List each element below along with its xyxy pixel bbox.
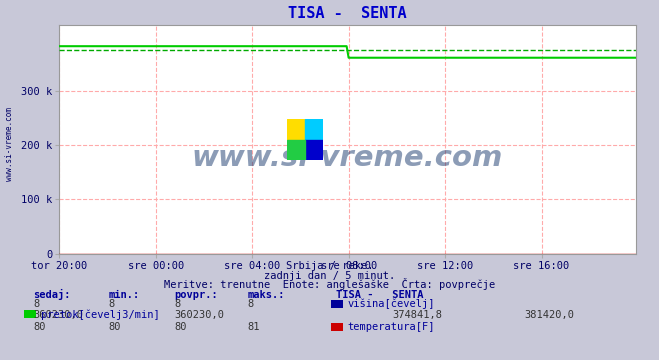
Text: 360230,0: 360230,0: [33, 310, 83, 320]
Text: 8: 8: [109, 300, 115, 310]
Text: www.si-vreme.com: www.si-vreme.com: [5, 107, 14, 181]
Text: 360230,0: 360230,0: [175, 310, 225, 320]
Text: pretok[čevelj3/min]: pretok[čevelj3/min]: [41, 309, 159, 320]
Text: 81: 81: [247, 323, 260, 333]
Text: Meritve: trenutne  Enote: anglešaške  Črta: povprečje: Meritve: trenutne Enote: anglešaške Črta…: [164, 278, 495, 290]
Bar: [287, 119, 304, 139]
Text: Srbija / reke.: Srbija / reke.: [286, 261, 373, 271]
Text: 80: 80: [109, 323, 121, 333]
Text: 381420,0: 381420,0: [524, 310, 574, 320]
Text: 80: 80: [175, 323, 187, 333]
Text: TISA -   SENTA: TISA - SENTA: [336, 290, 424, 300]
Text: povpr.:: povpr.:: [175, 290, 218, 300]
Text: 80: 80: [33, 323, 45, 333]
Text: 374841,8: 374841,8: [392, 310, 442, 320]
Text: temperatura[F]: temperatura[F]: [347, 323, 435, 333]
Text: 8: 8: [247, 300, 253, 310]
Text: 8: 8: [33, 300, 39, 310]
Text: zadnji dan / 5 minut.: zadnji dan / 5 minut.: [264, 271, 395, 281]
Text: www.si-vreme.com: www.si-vreme.com: [192, 144, 503, 172]
Text: sedaj:: sedaj:: [33, 289, 71, 300]
Title: TISA -  SENTA: TISA - SENTA: [288, 6, 407, 21]
Text: višina[čevelj]: višina[čevelj]: [347, 299, 435, 310]
Text: min.:: min.:: [109, 290, 140, 300]
Bar: [304, 119, 323, 139]
Text: maks.:: maks.:: [247, 290, 285, 300]
Bar: [304, 139, 323, 160]
Bar: [287, 139, 304, 160]
Text: 8: 8: [175, 300, 181, 310]
